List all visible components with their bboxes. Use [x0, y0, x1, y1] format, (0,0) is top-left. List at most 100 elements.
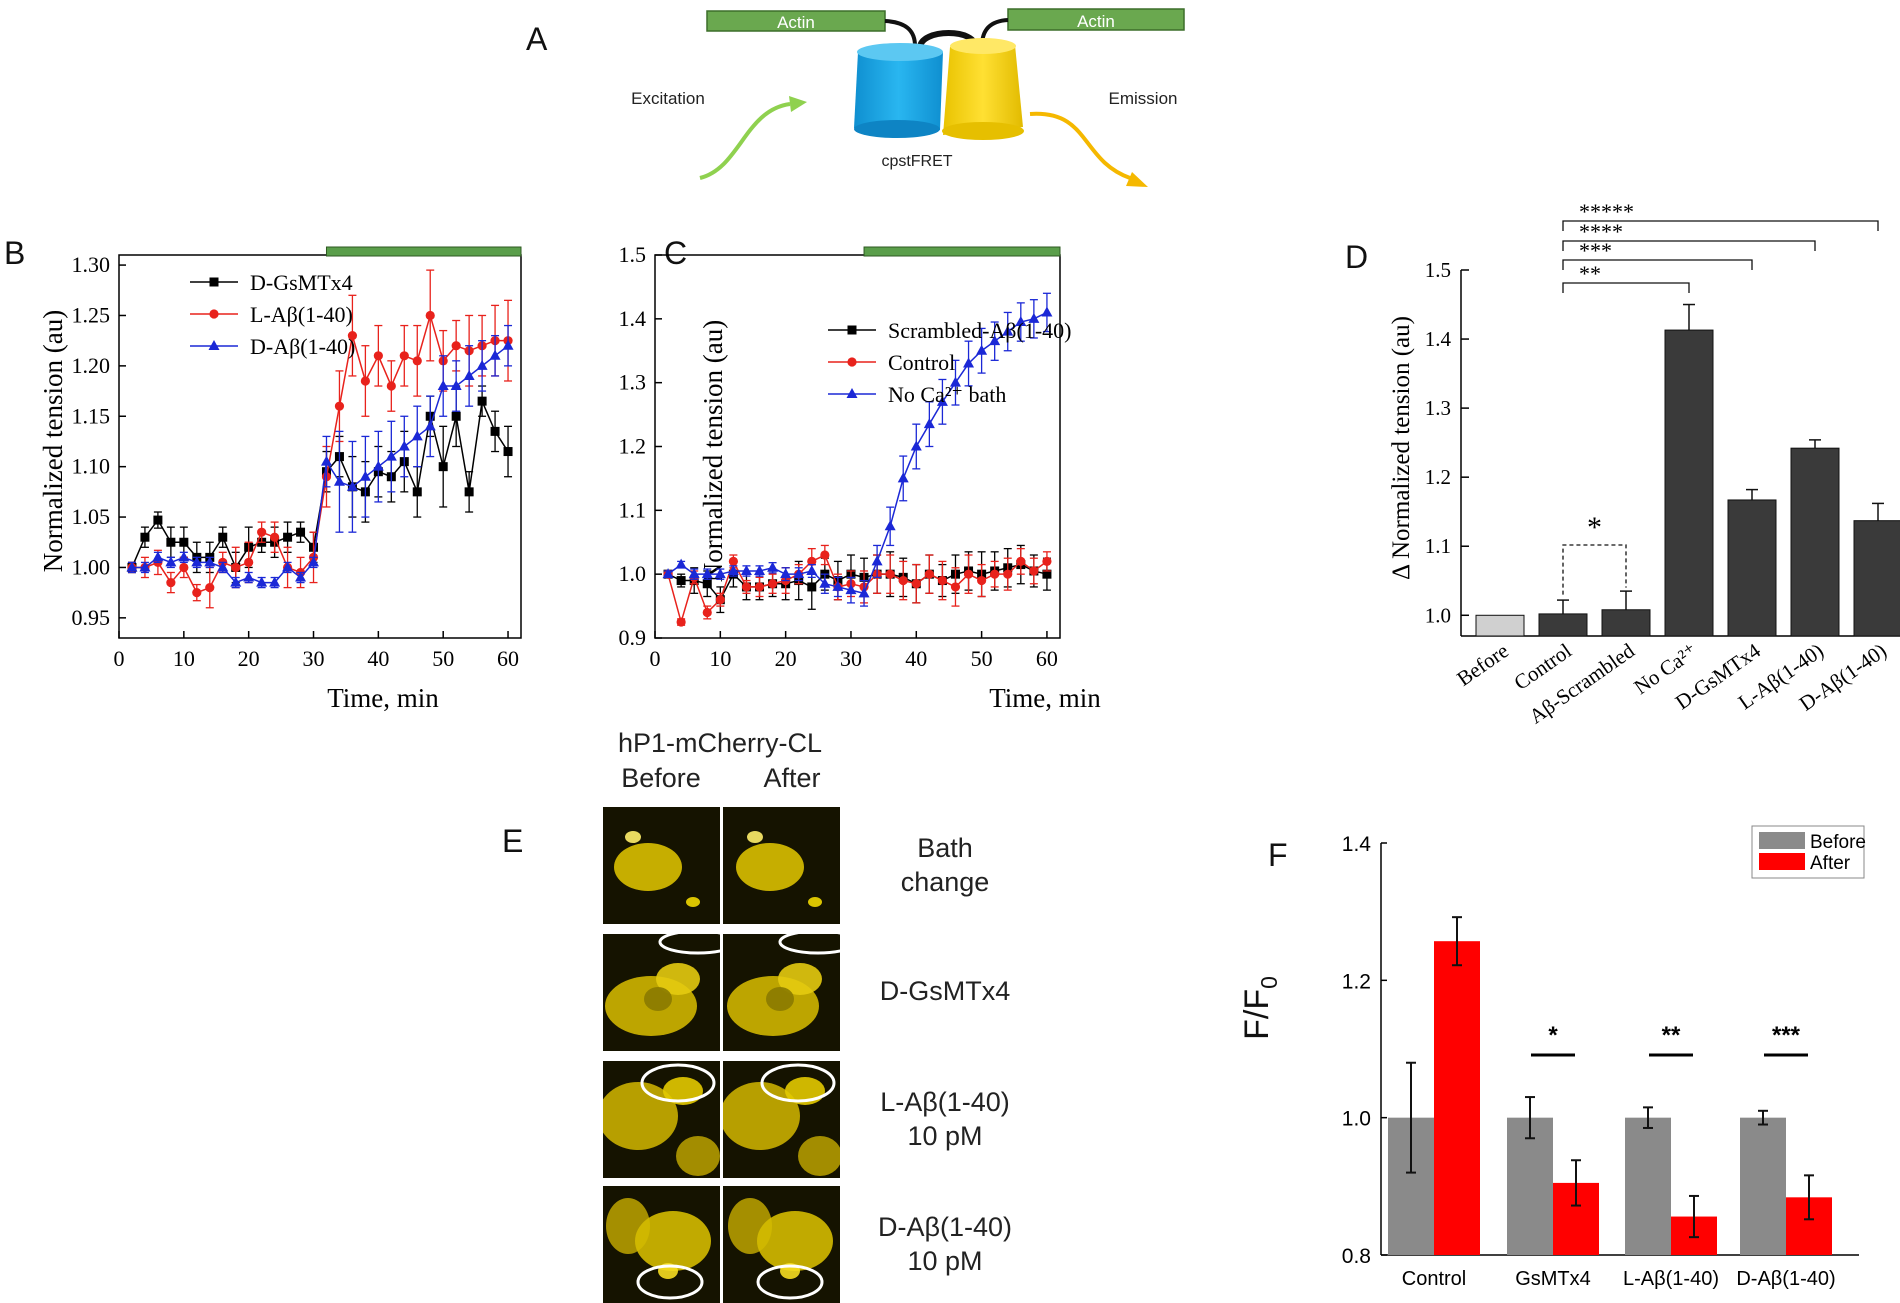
- panel-c-point: [819, 577, 831, 588]
- panel-b-series-line-0: [131, 398, 509, 570]
- panel-b-point: [450, 380, 462, 391]
- panel-f-legend-label: After: [1810, 853, 1851, 874]
- panel-c-point: [715, 595, 725, 605]
- panel-b-point: [257, 527, 267, 537]
- panel-d-category-label: Before: [1452, 638, 1513, 690]
- panel-d-bar-6: [1853, 520, 1900, 637]
- panel-f-y-tick-label: 1.0: [1342, 1108, 1371, 1131]
- panel-c-point: [871, 555, 883, 566]
- panel-d-sig-label: ****: [1579, 219, 1623, 244]
- panel-b-x-tick-label: 60: [497, 646, 519, 671]
- excitation-arrowhead: [789, 96, 807, 112]
- panel-b-point: [385, 450, 397, 461]
- panel-c-point: [754, 564, 766, 575]
- panel-f-sig-label: **: [1662, 1022, 1681, 1049]
- panel-f-bar-0: [1740, 1117, 1786, 1255]
- panel-c-treatment-bar: [863, 246, 1061, 257]
- panel-b-point: [269, 576, 281, 587]
- panel-b-y-tick-label: 1.30: [72, 252, 111, 277]
- panel-f-legend-swatch-1: [1759, 853, 1805, 870]
- panel-c-point: [807, 582, 817, 592]
- panel-c-legend-marker: [847, 357, 857, 367]
- yellow-fluorophore: [943, 45, 1023, 135]
- panel-c-point: [1015, 316, 1027, 327]
- emission-label: Emission: [1109, 89, 1178, 108]
- panel-c-point: [675, 558, 687, 569]
- panel-b-point: [476, 359, 488, 370]
- panel-c-point: [898, 575, 908, 586]
- panel-c-point: [963, 357, 975, 368]
- panel-c-point: [989, 335, 1001, 346]
- panel-d-chart: D Δ Normalized tension (au) 1.0 1.1 1.2 1.3…: [1345, 199, 1900, 728]
- panel-c-x-tick-label: 10: [709, 646, 731, 671]
- panel-c-point: [924, 569, 934, 579]
- panel-c-x-tick-label: 20: [775, 646, 797, 671]
- panel-b-point: [359, 470, 371, 481]
- panel-c-point: [1028, 312, 1040, 323]
- panel-c-point: [884, 520, 896, 531]
- panel-c-legend-marker: [846, 388, 858, 398]
- panel-f-category-label: D-Aβ(1-40): [1736, 1268, 1835, 1290]
- panel-d-bar-1: [1538, 613, 1588, 637]
- panel-c-point: [976, 344, 988, 355]
- panel-c-point: [701, 568, 713, 579]
- panel-d-y-tick-label: 1.4: [1425, 327, 1452, 351]
- panel-e-row-line1: D-GsMTx4: [879, 976, 1011, 1006]
- panel-c-point: [1003, 569, 1013, 579]
- panel-e-row-label-2: L-Aβ(1-40) 10 pM: [845, 1085, 1045, 1153]
- panel-b-point: [295, 571, 307, 582]
- panel-f-category-label: Control: [1402, 1268, 1466, 1290]
- panel-c-point: [1042, 569, 1052, 579]
- panel-c-point: [950, 582, 961, 592]
- panel-c-x-tick-label: 40: [905, 646, 927, 671]
- panel-b-y-axis-title: Normalized tension (au): [38, 310, 68, 572]
- panel-b-legend-label: D-GsMTx4: [250, 270, 353, 295]
- panel-d-sig-label: *****: [1579, 199, 1634, 224]
- micrograph-before-row-0: [603, 807, 720, 924]
- panel-c-x-tick-label: 60: [1036, 646, 1058, 671]
- panel-f-category-label: GsMTx4: [1515, 1268, 1591, 1290]
- panel-f-legend-label: Before: [1810, 832, 1866, 853]
- panel-b-point: [256, 576, 268, 587]
- panel-b-plot-frame: [118, 254, 522, 639]
- panel-b-point: [451, 411, 461, 421]
- cyan-fluorophore-top: [857, 43, 943, 61]
- panel-c-point: [780, 568, 792, 579]
- panel-e-col-before: Before: [621, 763, 701, 793]
- micrograph-before-row-1: [603, 934, 720, 1051]
- panel-f-legend-swatch-0: [1759, 832, 1805, 849]
- panel-b-point: [320, 455, 332, 466]
- panel-b-point: [165, 556, 177, 567]
- panel-b-point: [191, 556, 203, 567]
- panel-d-label: D: [1345, 239, 1368, 275]
- micrograph-after-row-0: [723, 807, 840, 924]
- panel-c-y-tick-label: 1.4: [619, 306, 647, 331]
- panel-c-y-tick-label: 1.0: [619, 561, 647, 586]
- panel-f-y-tick-label: 0.8: [1342, 1245, 1371, 1268]
- panel-c-x-tick-label: 30: [840, 646, 862, 671]
- panel-f-bar-1: [1434, 941, 1480, 1255]
- panel-c-point: [702, 579, 712, 589]
- panel-c-point: [936, 395, 948, 406]
- panel-b-point: [437, 380, 449, 391]
- panel-e-row-line2: 10 pM: [907, 1121, 983, 1151]
- panel-b-point: [230, 576, 242, 587]
- panel-c-point: [832, 580, 844, 591]
- panel-b-x-tick-label: 40: [367, 646, 389, 671]
- panel-b-legend-label: L-Aβ(1-40): [250, 302, 353, 327]
- panel-c-point: [897, 472, 909, 483]
- panel-b-point: [412, 487, 422, 497]
- panel-e-row-label-0: Bath change: [845, 831, 1045, 899]
- panel-c-y-tick-label: 1.3: [619, 370, 647, 395]
- panel-e-row-line1: L-Aβ(1-40): [880, 1087, 1010, 1117]
- panel-b-y-tick-label: 1.10: [72, 454, 111, 479]
- panel-d-sig-bracket-dashed: [1562, 544, 1627, 595]
- panel-e-row-line1: D-Aβ(1-40): [877, 1212, 1013, 1242]
- panel-e-label: E: [502, 823, 523, 859]
- panel-f-bar-0: [1625, 1117, 1671, 1255]
- panel-d-bar-4: [1727, 499, 1777, 637]
- panel-b-point: [372, 460, 384, 471]
- panel-c-point: [807, 556, 817, 567]
- panel-c-point: [754, 582, 765, 592]
- panel-c-y-tick-label: 1.5: [619, 242, 647, 267]
